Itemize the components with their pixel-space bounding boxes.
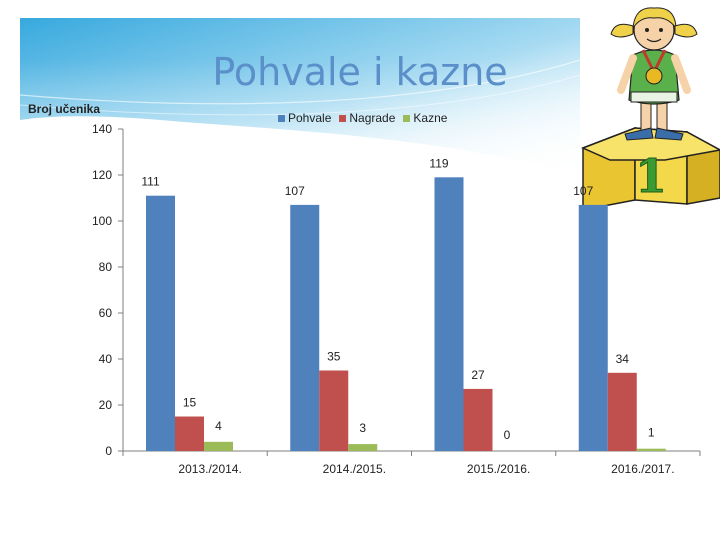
y-tick-label: 20 [99,398,113,412]
x-tick-label: 2014./2015. [323,462,386,476]
y-tick-label: 60 [99,306,113,320]
x-tick-label: 2016./2017. [611,462,674,476]
data-label: 107 [285,184,305,198]
data-label: 119 [429,156,448,170]
legend-swatch-nagrade [339,114,347,122]
y-tick-label: 40 [99,352,113,366]
data-label: 1 [648,426,655,440]
data-label: 107 [573,184,593,198]
bar-pohvale [578,204,608,451]
bar-kazne [636,448,666,451]
data-label: 3 [359,421,366,435]
data-label: 35 [327,350,341,364]
data-label: 15 [183,396,197,410]
chart-title: Pohvale i kazne [212,50,508,94]
legend-swatch-pohvale [278,114,285,122]
legend: Pohvale Nagrade Kazne [278,111,447,125]
data-label: 4 [215,419,222,433]
bar-kazne [204,441,233,451]
data-label: 27 [471,368,485,382]
bar-nagrade [319,370,349,451]
legend-item-pohvale: Pohvale [278,111,331,125]
x-tick-label: 2013./2014. [178,462,241,476]
y-tick-label: 0 [105,444,112,458]
y-tick-label: 140 [92,122,112,136]
bar-nagrade [175,416,204,451]
x-tick-label: 2015./2016. [467,462,530,476]
data-label: 111 [141,175,160,189]
legend-item-nagrade: Nagrade [339,111,395,125]
bar-pohvale [146,195,175,451]
legend-swatch-kazne [403,114,411,122]
legend-label-nagrade: Nagrade [349,111,396,125]
legend-label-pohvale: Pohvale [288,111,332,125]
legend-item-kazne: Kazne [403,111,447,125]
legend-label-kazne: Kazne [413,111,448,125]
y-tick-label: 120 [92,168,112,182]
data-label: 0 [504,428,511,442]
bar-kazne [348,444,378,451]
y-tick-label: 100 [92,214,112,228]
y-axis-label: Broj učenika [28,102,101,116]
winner-podium-illustration: 1 [581,7,720,211]
data-label: 34 [616,352,630,366]
y-tick-label: 80 [99,260,113,274]
podium-number: 1 [635,149,667,203]
bar-pohvale [434,177,464,452]
bar-pohvale [290,204,320,451]
bar-nagrade [607,372,637,451]
bar-nagrade [463,388,493,451]
